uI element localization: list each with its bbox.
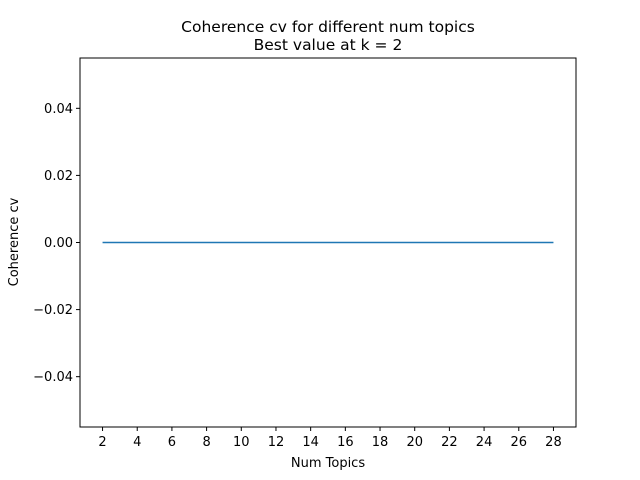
x-tick-label: 10 — [233, 435, 250, 450]
chart-title: Coherence cv for different num topics — [181, 18, 475, 36]
y-tick-label: −0.04 — [33, 370, 73, 385]
y-tick-label: −0.02 — [33, 303, 73, 318]
x-tick-label: 18 — [372, 435, 389, 450]
y-axis-ticks: −0.04 −0.02 0.00 0.02 0.04 — [33, 102, 80, 385]
x-tick-label: 2 — [98, 435, 106, 450]
x-axis-label: Num Topics — [291, 456, 365, 471]
x-tick-label: 14 — [302, 435, 319, 450]
x-axis-ticks: 2 4 6 8 10 12 14 16 18 20 22 24 26 28 — [98, 427, 562, 450]
x-tick-label: 26 — [510, 435, 527, 450]
x-tick-label: 8 — [202, 435, 210, 450]
x-tick-label: 22 — [441, 435, 458, 450]
x-tick-label: 20 — [406, 435, 423, 450]
x-tick-label: 4 — [133, 435, 141, 450]
x-tick-label: 16 — [337, 435, 354, 450]
y-tick-label: 0.02 — [44, 169, 73, 184]
chart-subtitle: Best value at k = 2 — [254, 36, 403, 54]
x-tick-label: 28 — [545, 435, 562, 450]
y-axis-label: Coherence cv — [7, 197, 22, 286]
x-tick-label: 12 — [268, 435, 285, 450]
y-tick-label: 0.00 — [44, 236, 73, 251]
y-tick-label: 0.04 — [44, 102, 73, 117]
x-tick-label: 6 — [168, 435, 176, 450]
x-tick-label: 24 — [476, 435, 493, 450]
